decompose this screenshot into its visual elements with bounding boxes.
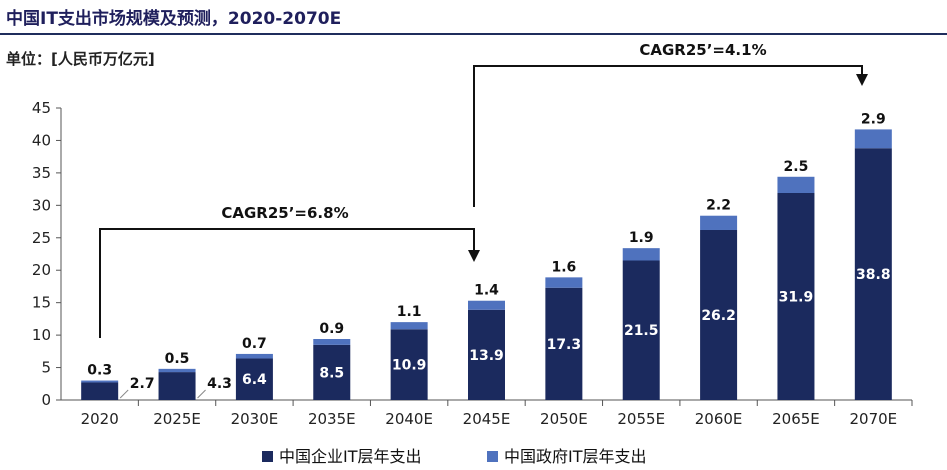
y-tick-label: 0 [41, 391, 51, 409]
x-tick-label: 2025E [153, 410, 201, 428]
x-tick-label: 2030E [231, 410, 279, 428]
data-label-enterprise: 38.8 [856, 267, 891, 283]
data-label-enterprise: 4.3 [207, 376, 232, 392]
data-label-government: 2.2 [706, 198, 731, 214]
title-divider [0, 33, 947, 35]
bar-enterprise [468, 309, 505, 400]
bar-government [777, 176, 815, 194]
data-label-enterprise: 17.3 [547, 337, 582, 353]
legend-swatch-enterprise [262, 451, 273, 462]
y-tick-label: 5 [41, 359, 51, 377]
cagr-bracket-2 [473, 65, 863, 207]
legend-label-enterprise: 中国企业IT层年支出 [279, 447, 422, 466]
y-tick-label: 35 [32, 164, 51, 182]
bars [81, 129, 892, 400]
bar-enterprise [700, 229, 738, 400]
x-tick-label: 2060E [695, 410, 743, 428]
y-tick-label: 45 [32, 99, 51, 117]
bar-government [390, 322, 428, 330]
bar-government [700, 215, 738, 230]
y-tick-label: 40 [32, 131, 51, 149]
y-tick-label: 25 [32, 229, 51, 247]
bar-government [854, 129, 892, 149]
cagr-label-1: CAGR25’=6.8% [221, 204, 348, 222]
data-label-government: 1.1 [397, 304, 422, 320]
bar-enterprise [313, 344, 351, 400]
unit-label: 单位：[人民币万亿元] [6, 50, 155, 68]
x-tick-label: 2070E [849, 410, 897, 428]
data-label-government: 1.4 [474, 283, 499, 299]
data-label-enterprise: 2.7 [130, 376, 155, 392]
bar-enterprise [81, 382, 119, 400]
x-tick-label: 2020 [81, 410, 119, 428]
bar-enterprise [158, 372, 196, 400]
cagr-label-2: CAGR25’=4.1% [639, 41, 766, 59]
y-tick-label: 10 [32, 326, 51, 344]
x-tick-label: 2040E [385, 410, 433, 428]
data-label-government: 2.9 [861, 111, 886, 127]
data-label-government: 2.5 [784, 159, 809, 175]
bar-government [81, 380, 119, 383]
data-label-enterprise: 8.5 [319, 365, 344, 381]
data-label-enterprise: 13.9 [469, 348, 504, 364]
data-label-government: 1.6 [551, 259, 576, 275]
x-tick-label: 2045E [463, 410, 511, 428]
legend-swatch-government [487, 451, 498, 462]
data-label-government: 0.3 [87, 363, 112, 379]
bar-enterprise [777, 193, 815, 400]
data-label-enterprise: 10.9 [392, 358, 427, 374]
legend: 中国企业IT层年支出 中国政府IT层年支出 [262, 447, 647, 466]
bar-government [235, 353, 273, 359]
x-tick-label: 2055E [617, 410, 665, 428]
bar-enterprise [545, 287, 583, 400]
data-labels: 0.3 2.7 0.5 4.3 0.7 6.4 0.9 8.5 1.1 10.9 1.4 13.9 1.… [87, 111, 891, 399]
label-leader-line [197, 389, 206, 399]
axes: 0 5 10 15 20 25 30 35 40 45 2020 2025E 2030E 2035E 204… [32, 99, 913, 428]
bar-government [622, 248, 660, 261]
bar-enterprise [622, 260, 660, 400]
cagr-annotations: CAGR25’=6.8% CAGR25’=4.1% [99, 41, 868, 338]
bar-enterprise [390, 329, 428, 400]
data-label-enterprise: 26.2 [701, 308, 736, 324]
bar-enterprise [235, 358, 273, 400]
x-tick-label: 2050E [540, 410, 588, 428]
data-label-enterprise: 21.5 [624, 323, 659, 339]
bar-government [158, 368, 196, 373]
bar-enterprise [854, 148, 892, 400]
chart-title: 中国IT支出市场规模及预测，2020-2070E [6, 9, 342, 29]
bar-government [468, 300, 505, 310]
bar-government [545, 277, 583, 288]
y-tick-label: 15 [32, 294, 51, 312]
bar-government [313, 339, 351, 345]
data-label-government: 1.9 [629, 230, 654, 246]
cagr-arrowhead-1 [468, 250, 480, 262]
data-label-government: 0.5 [165, 351, 190, 367]
data-label-enterprise: 31.9 [779, 290, 814, 306]
legend-label-government: 中国政府IT层年支出 [504, 447, 647, 466]
y-tick-label: 20 [32, 261, 51, 279]
cagr-bracket-1 [99, 228, 475, 338]
data-label-enterprise: 6.4 [242, 372, 267, 388]
y-tick-label: 30 [32, 196, 51, 214]
x-tick-label: 2065E [772, 410, 820, 428]
data-label-government: 0.9 [319, 321, 344, 337]
cagr-arrowhead-2 [856, 74, 868, 86]
x-tick-label: 2035E [308, 410, 356, 428]
label-leader-line [119, 389, 129, 399]
data-label-government: 0.7 [242, 336, 267, 352]
